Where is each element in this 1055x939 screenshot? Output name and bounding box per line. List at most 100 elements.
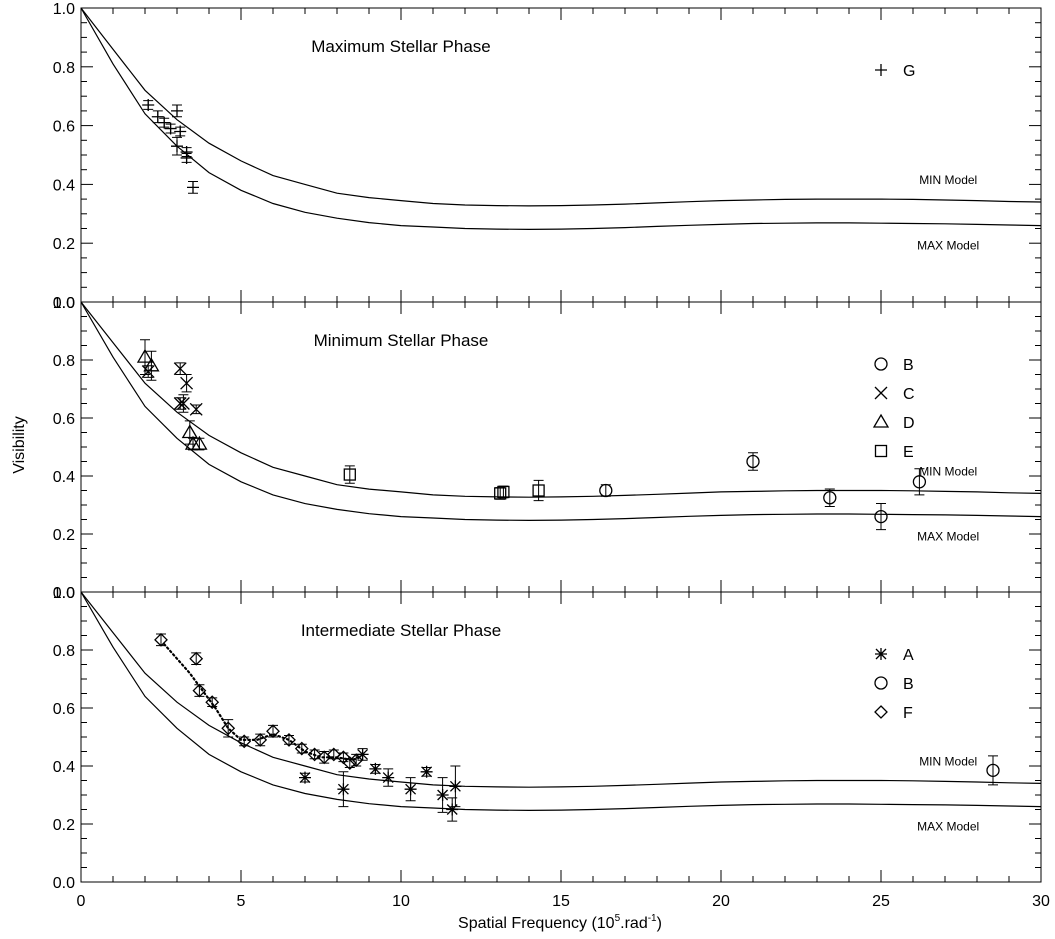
series-G	[142, 99, 199, 194]
legend: G	[875, 63, 915, 80]
error-bar	[146, 350, 157, 381]
data-point-A	[404, 783, 417, 796]
legend-symbol-F	[874, 705, 888, 719]
data-point-C	[141, 365, 155, 379]
data-point-F	[192, 683, 207, 698]
legend-symbol-A	[875, 648, 887, 660]
y-tick-label: 1.0	[53, 1, 75, 18]
data-point-C	[180, 376, 194, 390]
min-model-curve	[80, 7, 1042, 207]
error-bar	[338, 752, 349, 763]
max-model-label: MAX Model	[917, 530, 979, 544]
y-tick-label: 0.6	[53, 701, 75, 718]
x-axis-label-main: Spatial Frequency (10	[458, 915, 615, 932]
error-bar	[533, 479, 544, 502]
y-tick-label: 1.0	[53, 295, 75, 312]
legend-label: A	[903, 647, 914, 664]
data-point-E	[497, 485, 510, 499]
data-point-G	[174, 125, 187, 138]
data-point-F	[253, 732, 268, 747]
x-axis-label: Spatial Frequency (105.rad-1)	[458, 913, 662, 932]
data-point-G	[171, 104, 183, 117]
min-model-curve	[80, 301, 1042, 498]
x-tick-label: 20	[712, 893, 730, 910]
data-point-F	[189, 651, 204, 666]
series-A	[299, 748, 462, 822]
data-point-D	[143, 357, 160, 372]
min-model-label: MIN Model	[919, 465, 977, 479]
data-point-B	[912, 475, 927, 489]
data-point-F	[154, 632, 168, 647]
data-point-B	[746, 454, 760, 469]
y-tick-label: 0.8	[53, 643, 75, 660]
data-point-F	[221, 721, 236, 736]
x-tick-label: 15	[552, 893, 570, 910]
y-tick-label: 0.4	[53, 759, 75, 776]
legend-label: B	[903, 357, 914, 374]
x-tick-label: 10	[392, 893, 410, 910]
panel-title: Intermediate Stellar Phase	[301, 621, 501, 640]
legend: ABF	[874, 647, 914, 722]
y-tick-label: 0.2	[53, 236, 75, 253]
y-tick-label: 0.2	[53, 527, 75, 544]
y-tick-label: 0.4	[53, 469, 75, 486]
data-point-A	[337, 783, 350, 796]
data-point-B	[874, 509, 888, 524]
data-point-G	[171, 140, 183, 153]
series-F	[154, 632, 364, 771]
data-point-A	[449, 780, 462, 793]
panel-frame	[80, 301, 1042, 593]
legend-label: E	[903, 444, 914, 461]
legend-label: D	[903, 415, 915, 432]
dotted-fit-curve	[163, 643, 364, 762]
data-point-D	[191, 435, 208, 450]
data-point-G	[142, 99, 155, 112]
data-point-G	[164, 122, 177, 135]
data-point-A	[299, 771, 311, 784]
x-axis-label-exp: 5	[615, 913, 621, 924]
data-point-C	[176, 397, 190, 410]
data-point-F	[237, 734, 252, 749]
error-bar	[284, 735, 294, 745]
y-tick-label: 0.6	[53, 411, 75, 428]
data-point-A	[369, 762, 382, 775]
data-point-B	[823, 491, 837, 505]
panel-3: 0.0 0.2 0.4 0.6 0.8 1.0 Intermediate Stellar P…	[53, 585, 1042, 892]
legend-symbol-D	[872, 413, 890, 428]
y-tick-label: 0.0	[53, 295, 75, 312]
error-bar	[296, 743, 307, 754]
error-bar	[309, 749, 320, 760]
data-point-A	[382, 771, 395, 784]
min-model-label: MIN Model	[919, 173, 977, 187]
legend-label: G	[903, 63, 915, 80]
data-point-F	[205, 695, 220, 710]
panel-title: Maximum Stellar Phase	[311, 37, 491, 56]
series-C	[141, 362, 203, 416]
max-model-curve	[80, 591, 1042, 812]
y-tick-label: 0.2	[53, 817, 75, 834]
y-tick-label: 1.0	[53, 585, 75, 602]
series-B	[986, 755, 1000, 786]
data-point-F	[266, 724, 280, 739]
data-point-D	[181, 424, 198, 439]
max-model-label: MAX Model	[917, 239, 979, 253]
error-bar	[914, 468, 925, 496]
data-point-A	[446, 803, 459, 816]
legend-symbol-B	[874, 676, 888, 690]
series-B	[599, 452, 927, 531]
min-model-label: MIN Model	[919, 755, 977, 769]
x-axis-label-exp2: -1	[648, 913, 657, 924]
data-point-F	[307, 747, 322, 762]
max-model-label: MAX Model	[917, 820, 979, 834]
x-axis: 0 5 10 15 20 25 30	[77, 893, 1050, 910]
panel-2: 0.0 0.2 0.4 0.6 0.8 1.0 Minimum Stellar Phase M…	[53, 295, 1042, 602]
x-tick-label: 5	[237, 893, 246, 910]
data-point-C	[173, 397, 187, 410]
legend-symbol-B	[874, 357, 888, 371]
data-point-G	[180, 151, 193, 164]
data-point-C	[189, 402, 203, 416]
data-point-D	[136, 348, 154, 363]
error-bar	[191, 652, 202, 665]
series-D	[136, 339, 208, 451]
